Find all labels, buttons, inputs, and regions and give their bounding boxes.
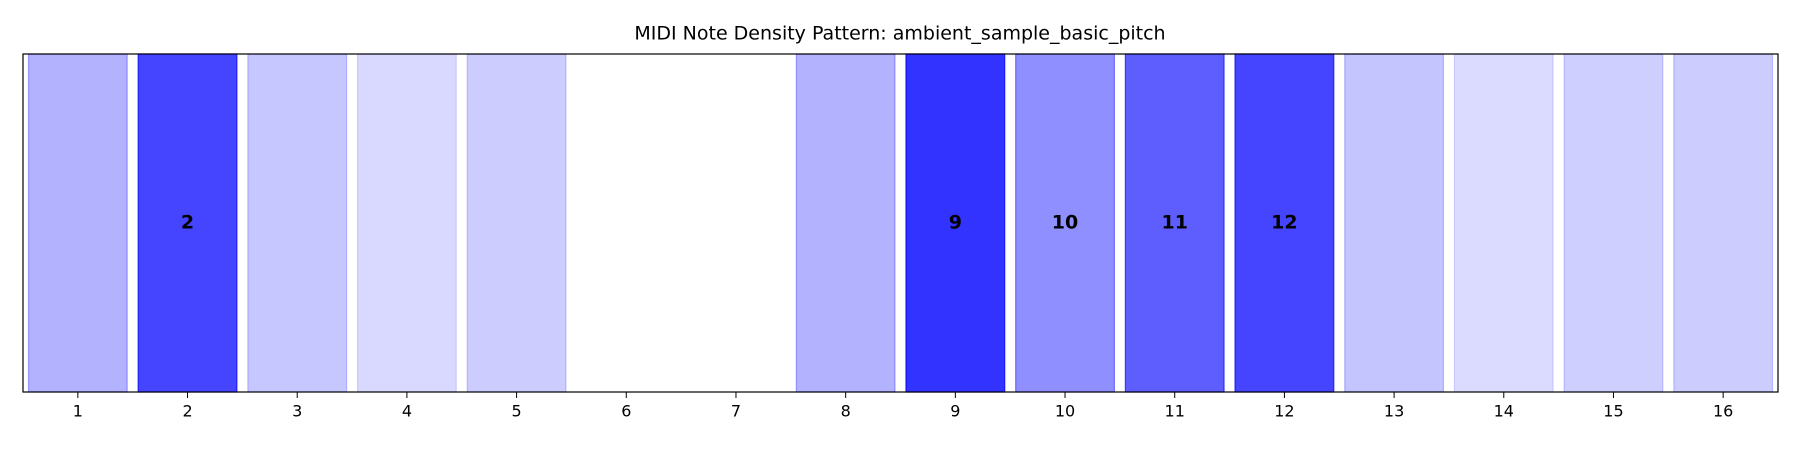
x-tick-label: 12 bbox=[1274, 402, 1294, 421]
bar bbox=[1563, 53, 1664, 393]
x-tick-label: 15 bbox=[1603, 402, 1623, 421]
bar-label: 10 bbox=[1052, 212, 1078, 234]
bar bbox=[1673, 53, 1774, 393]
bar bbox=[356, 53, 457, 393]
bar bbox=[795, 53, 896, 393]
bar bbox=[1234, 53, 1335, 393]
bar bbox=[1124, 53, 1225, 393]
bar bbox=[577, 54, 676, 392]
bar bbox=[1453, 53, 1554, 393]
x-tick-label: 7 bbox=[731, 402, 741, 421]
x-tick-label: 8 bbox=[841, 402, 851, 421]
x-tick-label: 10 bbox=[1055, 402, 1075, 421]
x-tick-label: 9 bbox=[950, 402, 960, 421]
bar-label: 11 bbox=[1161, 212, 1187, 234]
bar bbox=[247, 53, 348, 393]
x-tick-label: 6 bbox=[621, 402, 631, 421]
bar-label: 2 bbox=[181, 212, 194, 234]
bar bbox=[466, 53, 567, 393]
x-tick-label: 4 bbox=[402, 402, 412, 421]
x-tick-label: 5 bbox=[512, 402, 522, 421]
x-tick-label: 2 bbox=[182, 402, 192, 421]
bar bbox=[27, 53, 128, 393]
bar bbox=[905, 53, 1006, 393]
bar bbox=[687, 54, 786, 392]
bar-label: 12 bbox=[1271, 212, 1297, 234]
x-tick-label: 3 bbox=[292, 402, 302, 421]
chart-title: MIDI Note Density Pattern: ambient_sampl… bbox=[634, 23, 1165, 45]
x-tick-label: 1 bbox=[73, 402, 83, 421]
x-tick-label: 13 bbox=[1384, 402, 1404, 421]
x-tick-label: 16 bbox=[1713, 402, 1733, 421]
x-tick-label: 14 bbox=[1494, 402, 1514, 421]
bar-label: 9 bbox=[949, 212, 962, 234]
x-tick-label: 11 bbox=[1165, 402, 1185, 421]
plot-frame bbox=[22, 53, 1779, 393]
bar bbox=[1344, 53, 1445, 393]
